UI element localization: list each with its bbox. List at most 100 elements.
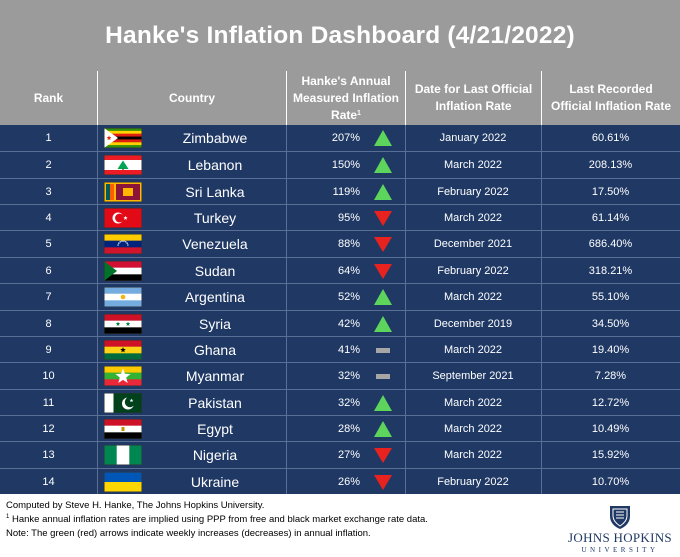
official-date-cell: March 2022 [443, 396, 503, 409]
hanke-rate-cell: 119% [332, 185, 360, 198]
country-cell: Pakistan [188, 394, 242, 411]
arrow-up-icon [374, 289, 392, 306]
title-bar: Hanke's Inflation Dashboard (4/21/2022) [0, 0, 680, 71]
table-row: 9 Ghana 41% March 2022 19.40% [0, 335, 680, 363]
hanke-rate-cell: 42% [337, 317, 360, 330]
trend-cell [366, 442, 400, 468]
table-row: 14 Ukraine 26% February 2022 10.70% [0, 467, 680, 495]
footnote-method-text: Hanke annual inflation rates are implied… [9, 514, 428, 525]
country-cell: Sudan [194, 262, 236, 279]
rank-cell: 4 [45, 212, 52, 225]
hanke-rate-cell: 32% [337, 396, 360, 409]
trend-cell [366, 284, 400, 310]
header-hanke-rate-label: Hanke's Annual Measured Inflation Rate1 [291, 73, 401, 124]
table-body: 1 Zimbabwe 207% January 2022 60.61% 2 Lebanon 1… [0, 125, 680, 494]
logo-subtitle: UNIVERSITY [581, 546, 659, 554]
header-country-label: Country [169, 90, 215, 105]
rank-cell: 10 [42, 370, 55, 383]
argentina-flag [104, 287, 142, 308]
footnote-method: 1 Hanke annual inflation rates are impli… [6, 514, 428, 525]
official-rate-cell: 15.92% [591, 449, 630, 462]
header-date-label: Date for Last Official Inflation Rate [414, 82, 533, 113]
arrow-down-icon [374, 474, 392, 490]
hanke-rate-cell: 95% [337, 212, 360, 225]
arrow-down-icon [374, 237, 392, 253]
trend-cell [366, 179, 400, 205]
hanke-rate-cell: 41% [337, 343, 360, 356]
footnote-source: Computed by Steve H. Hanke, The Johns Ho… [6, 500, 265, 511]
ukraine-flag [104, 471, 142, 492]
official-rate-cell: 10.49% [591, 422, 630, 435]
official-date-cell: March 2022 [443, 422, 503, 435]
jhu-logo: JOHNS HOPKINS UNIVERSITY [566, 504, 674, 554]
official-rate-cell: 12.72% [591, 396, 630, 409]
arrow-up-icon [374, 315, 392, 332]
trend-cell [366, 231, 400, 257]
rank-cell: 14 [42, 475, 55, 488]
official-rate-cell: 318.21% [588, 264, 633, 277]
country-cell: Ghana [193, 341, 237, 358]
official-rate-cell: 10.70% [591, 475, 630, 488]
table-row: 5 Venezuela 88% December 2021 686.40% [0, 230, 680, 256]
nigeria-flag [104, 445, 142, 466]
rank-cell: 11 [42, 396, 55, 409]
arrow-up-icon [374, 183, 392, 200]
flag-cell [104, 363, 144, 389]
table-row: 6 Sudan 64% February 2022 318.21% [0, 256, 680, 283]
official-date-cell: February 2022 [437, 475, 509, 488]
flag-cell [104, 442, 144, 468]
trend-cell [366, 125, 400, 151]
flag-cell [104, 311, 144, 337]
table-row: 2 Lebanon 150% March 2022 208.13% [0, 151, 680, 177]
table-row: 7 Argentina 52% March 2022 55.10% [0, 283, 680, 309]
official-date-cell: March 2022 [443, 159, 503, 172]
trend-cell [366, 469, 400, 495]
hanke-rate-cell: 32% [337, 370, 360, 383]
footnote-method-marker: 1 [6, 514, 10, 520]
rank-cell: 8 [45, 317, 52, 330]
country-cell: Argentina [185, 289, 245, 306]
flag-cell [104, 152, 144, 178]
flag-cell [104, 231, 144, 257]
rank-cell: 6 [45, 264, 52, 277]
rank-cell: 13 [42, 449, 55, 462]
flag-cell [104, 125, 144, 151]
header-hanke-rate: Hanke's Annual Measured Inflation Rate1 [286, 71, 405, 125]
flag-cell [104, 337, 144, 363]
table-row: 4 Turkey 95% March 2022 61.14% [0, 204, 680, 230]
country-cell: Syria [199, 315, 231, 332]
trend-cell [366, 390, 400, 416]
hanke-rate-cell: 207% [331, 132, 360, 144]
official-rate-cell: 19.40% [591, 343, 630, 356]
official-rate-cell: 60.61% [591, 132, 630, 144]
hanke-rate-cell: 150% [331, 159, 360, 172]
rank-cell: 12 [42, 422, 55, 435]
country-cell: Myanmar [185, 368, 245, 385]
table-row: 10 Myanmar 32% September 2021 7.28% [0, 362, 680, 388]
flag-cell [104, 179, 144, 205]
hanke-rate-cell: 28% [337, 422, 360, 435]
zimbabwe-flag [104, 128, 142, 148]
official-rate-cell: 7.28% [594, 370, 627, 383]
official-date-cell: March 2022 [443, 212, 503, 225]
table-row: 12 Egypt 28% March 2022 10.49% [0, 414, 680, 442]
rank-cell: 7 [45, 291, 52, 304]
official-rate-cell: 17.50% [591, 185, 630, 198]
trend-cell [366, 416, 400, 442]
logo-wordmark: JOHNS HOPKINS [568, 530, 672, 545]
official-rate-cell: 208.13% [588, 159, 633, 172]
country-cell: Egypt [197, 420, 233, 437]
arrow-up-icon [374, 157, 392, 174]
official-date-cell: February 2022 [437, 185, 509, 198]
country-cell: Nigeria [192, 447, 238, 464]
trend-cell [366, 363, 400, 389]
no-change-icon [376, 347, 390, 353]
header-rank-label: Rank [33, 90, 64, 105]
hanke-rate-cell: 88% [337, 238, 360, 251]
official-date-cell: February 2022 [437, 264, 509, 277]
jhu-shield-icon [610, 506, 630, 529]
country-cell: Turkey [193, 210, 237, 227]
arrow-down-icon [374, 448, 392, 464]
ghana-flag [104, 339, 142, 360]
